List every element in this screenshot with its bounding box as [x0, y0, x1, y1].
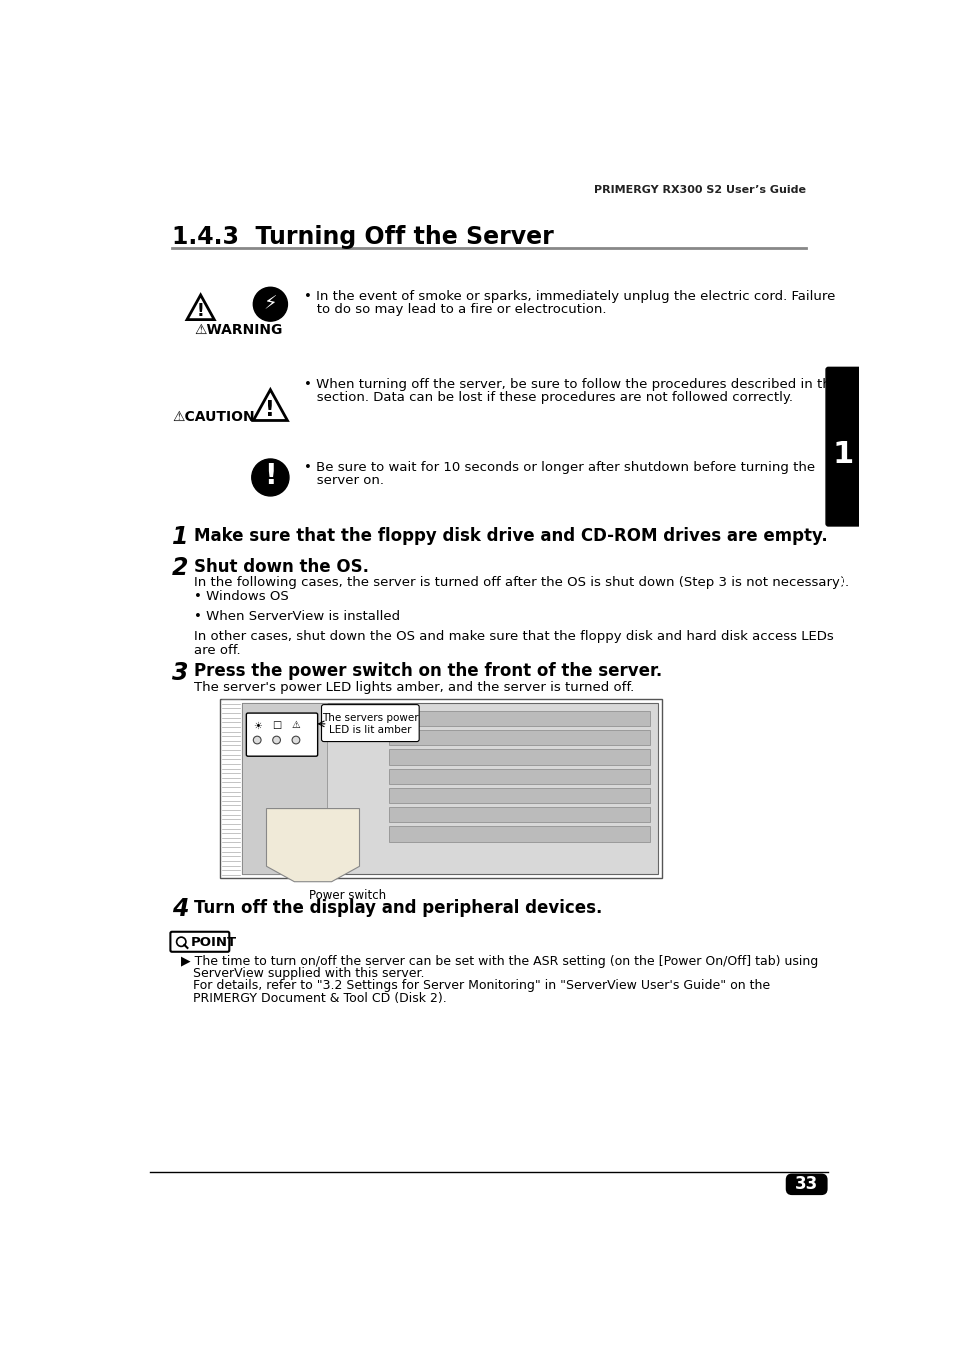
Bar	[389, 807, 649, 822]
Polygon shape	[187, 295, 214, 319]
Text: • Windows OS: • Windows OS	[193, 590, 288, 603]
Text: LED is lit amber: LED is lit amber	[329, 725, 411, 735]
Text: ⚡: ⚡	[263, 294, 277, 313]
Text: □: □	[272, 720, 281, 731]
Text: 1: 1	[172, 526, 189, 549]
Text: ⚠WARNING: ⚠WARNING	[194, 324, 282, 337]
Text: PRIMERGY Document & Tool CD (Disk 2).: PRIMERGY Document & Tool CD (Disk 2).	[181, 992, 447, 1004]
Text: 4: 4	[172, 898, 189, 921]
Text: Overview: Overview	[836, 539, 849, 601]
Circle shape	[176, 937, 186, 946]
FancyBboxPatch shape	[321, 705, 418, 741]
Text: ⚠CAUTION: ⚠CAUTION	[172, 410, 254, 423]
Bar	[389, 710, 649, 727]
Text: Press the power switch on the front of the server.: Press the power switch on the front of t…	[193, 662, 661, 681]
Text: PRIMERGY RX300 S2 User’s Guide: PRIMERGY RX300 S2 User’s Guide	[594, 185, 805, 195]
Circle shape	[252, 458, 289, 496]
Text: Shut down the OS.: Shut down the OS.	[193, 558, 368, 576]
Bar	[389, 826, 649, 841]
FancyBboxPatch shape	[246, 713, 317, 756]
Text: are off.: are off.	[193, 644, 240, 656]
Text: to do so may lead to a fire or electrocution.: to do so may lead to a fire or electrocu…	[303, 303, 605, 315]
Bar	[389, 787, 649, 803]
Bar	[389, 749, 649, 764]
Text: • When ServerView is installed: • When ServerView is installed	[193, 609, 399, 623]
Circle shape	[253, 736, 261, 744]
Text: Turn off the display and peripheral devices.: Turn off the display and peripheral devi…	[193, 899, 601, 917]
Bar	[389, 731, 649, 745]
Text: 1: 1	[832, 439, 853, 469]
Text: The server's power LED lights amber, and the server is turned off.: The server's power LED lights amber, and…	[193, 681, 633, 694]
Bar	[241, 704, 327, 874]
FancyBboxPatch shape	[171, 931, 229, 952]
Text: In the following cases, the server is turned off after the OS is shut down (Step: In the following cases, the server is tu…	[193, 576, 848, 589]
Text: • In the event of smoke or sparks, immediately unplug the electric cord. Failure: • In the event of smoke or sparks, immed…	[303, 290, 834, 302]
Text: 33: 33	[794, 1175, 818, 1193]
Text: server on.: server on.	[303, 473, 383, 487]
Text: POINT: POINT	[191, 936, 236, 949]
Text: 1.4.3  Turning Off the Server: 1.4.3 Turning Off the Server	[172, 225, 553, 249]
Text: ☀: ☀	[253, 720, 261, 731]
Text: ⚠: ⚠	[292, 720, 300, 731]
FancyBboxPatch shape	[785, 1174, 827, 1196]
Text: 3: 3	[172, 661, 189, 685]
Text: • When turning off the server, be sure to follow the procedures described in thi: • When turning off the server, be sure t…	[303, 379, 841, 391]
Circle shape	[253, 287, 287, 321]
Text: In other cases, shut down the OS and make sure that the floppy disk and hard dis: In other cases, shut down the OS and mak…	[193, 630, 833, 643]
Text: 2: 2	[172, 555, 189, 580]
Polygon shape	[266, 809, 359, 882]
Text: The servers power: The servers power	[322, 713, 418, 723]
Text: !: !	[196, 302, 204, 319]
Text: ServerView supplied with this server.: ServerView supplied with this server.	[181, 967, 424, 980]
Circle shape	[273, 736, 280, 744]
Text: Power switch: Power switch	[309, 888, 386, 902]
Bar	[389, 768, 649, 785]
Text: Make sure that the floppy disk drive and CD-ROM drives are empty.: Make sure that the floppy disk drive and…	[193, 527, 826, 545]
Text: !: !	[265, 400, 275, 419]
FancyBboxPatch shape	[825, 368, 860, 526]
Text: For details, refer to "3.2 Settings for Server Monitoring" in "ServerView User's: For details, refer to "3.2 Settings for …	[181, 980, 770, 992]
Text: • Be sure to wait for 10 seconds or longer after shutdown before turning the: • Be sure to wait for 10 seconds or long…	[303, 461, 814, 473]
Text: section. Data can be lost if these procedures are not followed correctly.: section. Data can be lost if these proce…	[303, 391, 792, 404]
Bar	[220, 700, 661, 878]
Text: !: !	[264, 462, 276, 489]
Bar	[241, 704, 658, 874]
Text: ▶ The time to turn on/off the server can be set with the ASR setting (on the [Po: ▶ The time to turn on/off the server can…	[181, 954, 818, 968]
Circle shape	[292, 736, 299, 744]
Polygon shape	[253, 390, 287, 421]
